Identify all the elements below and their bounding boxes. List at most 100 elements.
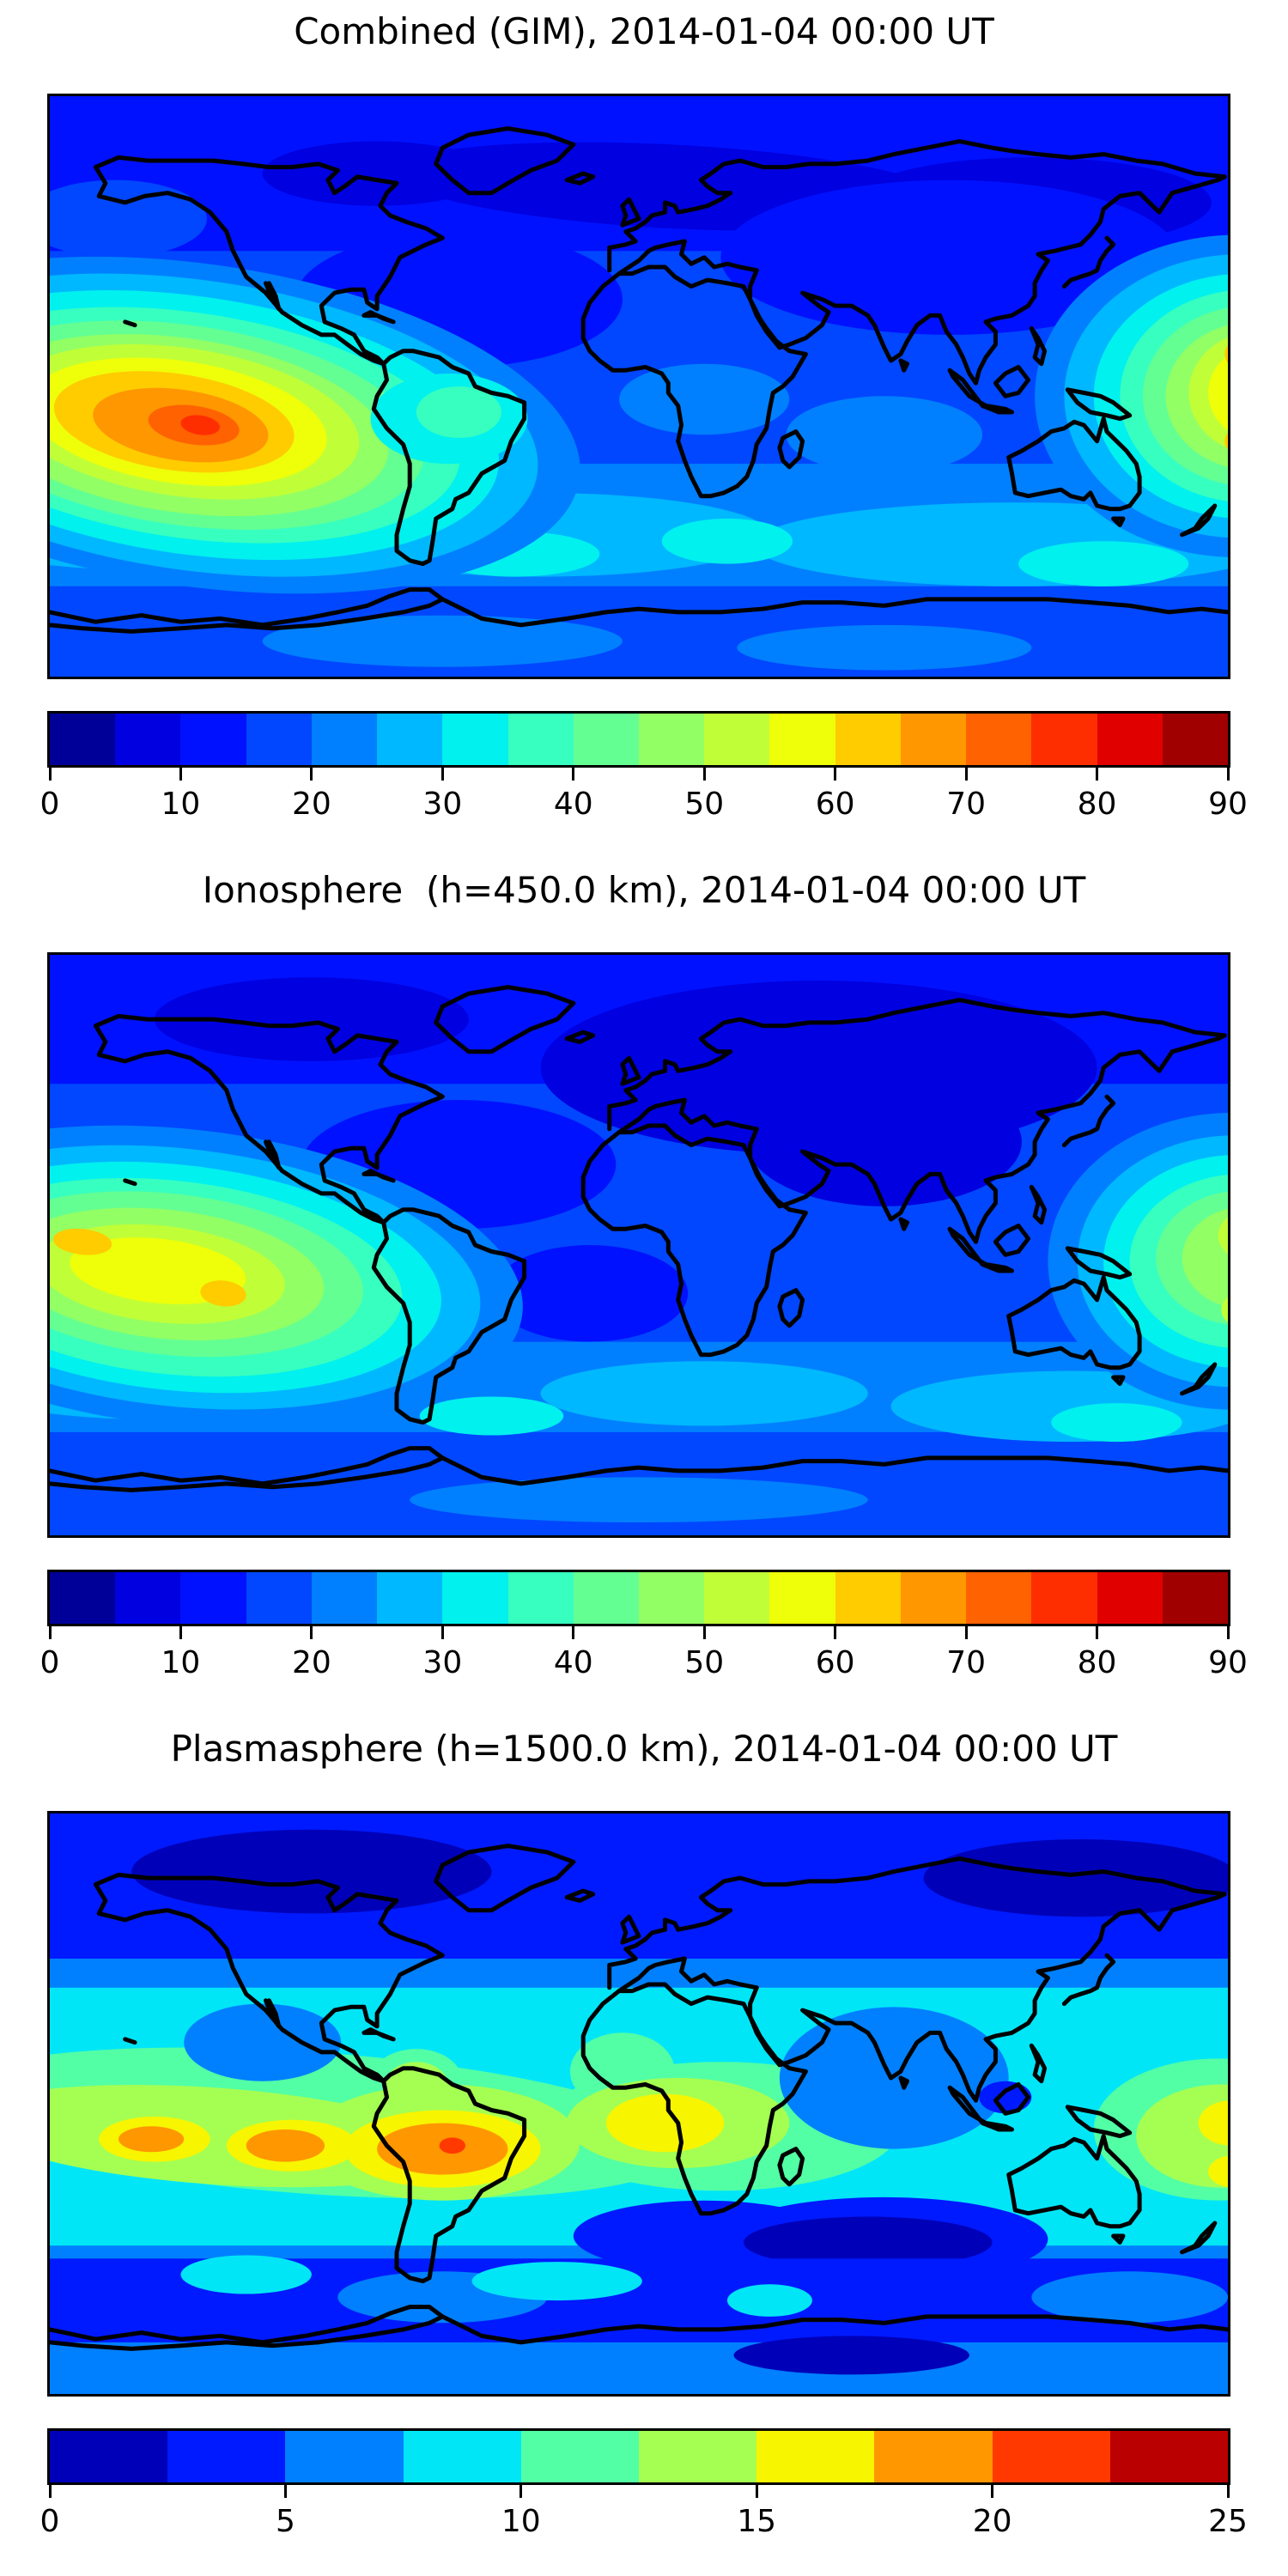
coastline	[580, 1123, 808, 1358]
contour-blob	[720, 179, 1179, 335]
colorbar-segment	[835, 1572, 901, 1624]
panel-ionosphere: Ionosphere (h=450.0 km), 2014-01-04 00:0…	[0, 859, 1288, 1717]
coastline	[564, 1030, 596, 1044]
coastline	[361, 2027, 396, 2042]
colorbar-tick	[48, 1626, 52, 1639]
contour-blob	[471, 2262, 642, 2301]
contour-blob	[746, 1077, 1022, 1206]
contour-blob	[262, 615, 623, 667]
map-plasmasphere	[47, 1811, 1230, 2397]
colorbar-segment	[377, 1572, 443, 1624]
contour-blob	[726, 2284, 812, 2317]
colorbar-tick-label: 70	[946, 787, 987, 822]
colorbar-tick	[834, 768, 837, 781]
colorbar-plasmasphere	[47, 2428, 1230, 2485]
colorbar-tick-label: 40	[553, 787, 593, 822]
colorbar-tick-label: 60	[815, 787, 855, 822]
contour-blob	[1051, 1403, 1182, 1443]
colorbar-combined	[47, 711, 1230, 768]
contour-map-ionosphere	[50, 955, 1228, 1535]
colorbar-segment	[1162, 714, 1228, 765]
coastline	[947, 368, 1014, 415]
colorbar-segment	[507, 714, 574, 765]
contour-blob	[246, 2129, 325, 2162]
coastline	[617, 239, 759, 276]
coastline	[777, 2147, 805, 2187]
coastline	[748, 1033, 1227, 1244]
coastline	[371, 2066, 527, 2284]
coastline	[748, 174, 1227, 386]
colorbar-segment	[1162, 1572, 1228, 1624]
contour-blob	[52, 1228, 112, 1255]
contour-band	[50, 2342, 1228, 2394]
colorbar-segment	[180, 714, 246, 765]
colorbar-segment	[115, 714, 181, 765]
coastline	[1065, 1246, 1133, 1280]
contour-blob	[1198, 2100, 1228, 2146]
coastline	[123, 1178, 137, 1187]
colorbar-tick	[1096, 768, 1099, 781]
coastline	[1006, 2134, 1142, 2229]
contour-blob	[979, 2081, 1032, 2114]
colorbar-tick	[440, 768, 444, 781]
coastline	[1180, 1362, 1218, 1396]
coastline	[371, 349, 527, 567]
contour-blob	[419, 1396, 564, 1436]
coastline	[371, 1207, 527, 1425]
colorbar-segment	[769, 714, 835, 765]
colorbar-tick-label: 10	[501, 2504, 541, 2539]
colorbar-tick-label: 20	[972, 2504, 1012, 2539]
coastlines	[50, 985, 1228, 1492]
colorbar-tick-label: 20	[291, 1645, 331, 1680]
coastline	[264, 281, 282, 312]
colorbar-tick	[48, 768, 52, 781]
colorbar-tick	[572, 1626, 575, 1639]
coastline	[1180, 503, 1218, 538]
coastline	[1065, 2105, 1133, 2139]
coastline	[440, 1455, 1228, 1486]
coastline	[361, 310, 396, 325]
coastline	[1061, 1094, 1116, 1148]
colorbar-tick	[310, 1626, 313, 1639]
coastline	[898, 2075, 909, 2090]
coastline	[620, 1914, 641, 1945]
colorbar-labels-ionosphere: 0 10 20 30 40 50 60 70 80 90	[40, 1645, 1248, 1685]
colorbar-segment	[900, 1572, 967, 1624]
coastline	[1006, 416, 1142, 512]
coastline	[93, 1872, 445, 2084]
contour-blob	[200, 1280, 246, 1307]
panel-ionosphere-title: Ionosphere (h=450.0 km), 2014-01-04 00:0…	[202, 869, 1086, 911]
colorbar-labels-combined: 0 10 20 30 40 50 60 70 80 90	[40, 787, 1248, 826]
colorbar-segment	[900, 714, 967, 765]
coastline	[434, 985, 576, 1054]
coastline	[564, 1888, 596, 1903]
colorbar-tick	[440, 1626, 444, 1639]
contour-blob	[262, 141, 492, 206]
coastline	[1065, 387, 1133, 422]
colorbar-segment	[835, 714, 901, 765]
colorbar-segment	[1031, 714, 1097, 765]
coastlines	[50, 126, 1228, 634]
contour-map-plasmasphere	[50, 1814, 1228, 2394]
coastline	[93, 155, 445, 367]
colorbar-tick-label: 10	[161, 1645, 201, 1680]
panel-combined: Combined (GIM), 2014-01-04 00:00 UT 0 10 2…	[0, 0, 1288, 859]
coastline	[440, 2314, 1228, 2345]
coastline	[123, 2037, 137, 2045]
coastline	[898, 358, 909, 373]
colorbar-segment	[992, 2431, 1110, 2482]
colorbar-tick	[572, 768, 575, 781]
contour-blob	[118, 2126, 185, 2153]
colorbar-ionosphere	[47, 1570, 1230, 1626]
colorbar-tick	[48, 2485, 52, 2498]
colorbar-segment	[520, 2431, 640, 2482]
coastline	[898, 1217, 909, 1231]
coastline	[361, 1169, 396, 1183]
coastline	[434, 126, 576, 196]
contour-blob	[491, 1245, 689, 1342]
contour-blob	[416, 386, 501, 438]
colorbar-tick-label: 10	[161, 787, 201, 822]
colorbar-tick-label: 80	[1077, 1645, 1117, 1680]
colorbar-segment	[50, 1572, 116, 1624]
